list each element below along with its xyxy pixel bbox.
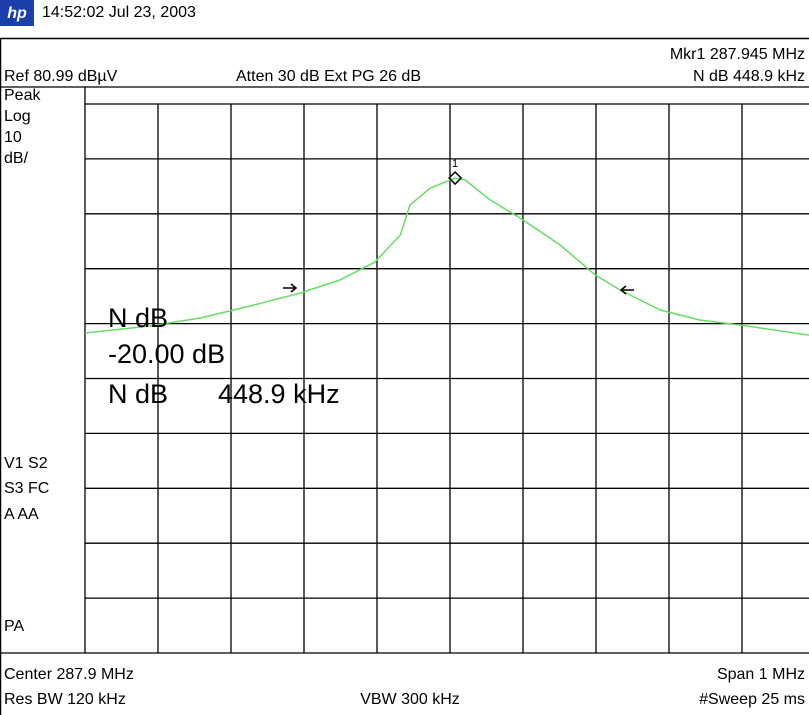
- annotation: 448.9 kHz: [218, 379, 340, 409]
- marker-info: Mkr1 287.945 MHz: [670, 46, 805, 63]
- ndb-arrow-right: [619, 285, 634, 295]
- left-label: Log: [4, 108, 31, 125]
- center-freq: Center 287.9 MHz: [4, 666, 134, 683]
- left-label: A AA: [4, 506, 39, 523]
- vbw: VBW 300 kHz: [360, 691, 460, 708]
- left-label: 10: [4, 129, 22, 146]
- span: Span 1 MHz: [717, 666, 805, 683]
- left-label: dB/: [4, 150, 29, 167]
- logo-box: [0, 0, 34, 26]
- grid: [84, 87, 809, 653]
- rbw: Res BW 120 kHz: [4, 691, 126, 708]
- trace-layer: 1: [84, 158, 809, 336]
- atten: Atten 30 dB Ext PG 26 dB: [236, 68, 421, 85]
- trace: [84, 177, 809, 336]
- annotation: N dB: [108, 379, 168, 409]
- logo: hp: [7, 5, 27, 22]
- marker-diamond: [448, 170, 463, 186]
- marker-number: 1: [452, 158, 458, 170]
- left-label: PA: [4, 618, 24, 635]
- annotation: -20.00 dB: [108, 339, 225, 369]
- sweep: #Sweep 25 ms: [699, 691, 805, 708]
- timestamp: 14:52:02 Jul 23, 2003: [42, 4, 196, 21]
- left-label: V1 S2: [4, 455, 48, 472]
- ref-level: Ref 80.99 dBµV: [4, 68, 118, 85]
- annotation: N dB: [108, 303, 168, 333]
- frame: [0, 37, 809, 715]
- ndb-info: N dB 448.9 kHz: [693, 68, 805, 85]
- left-label: S3 FC: [4, 480, 49, 497]
- left-label: Peak: [4, 87, 41, 104]
- ndb-arrow-left: [283, 283, 298, 293]
